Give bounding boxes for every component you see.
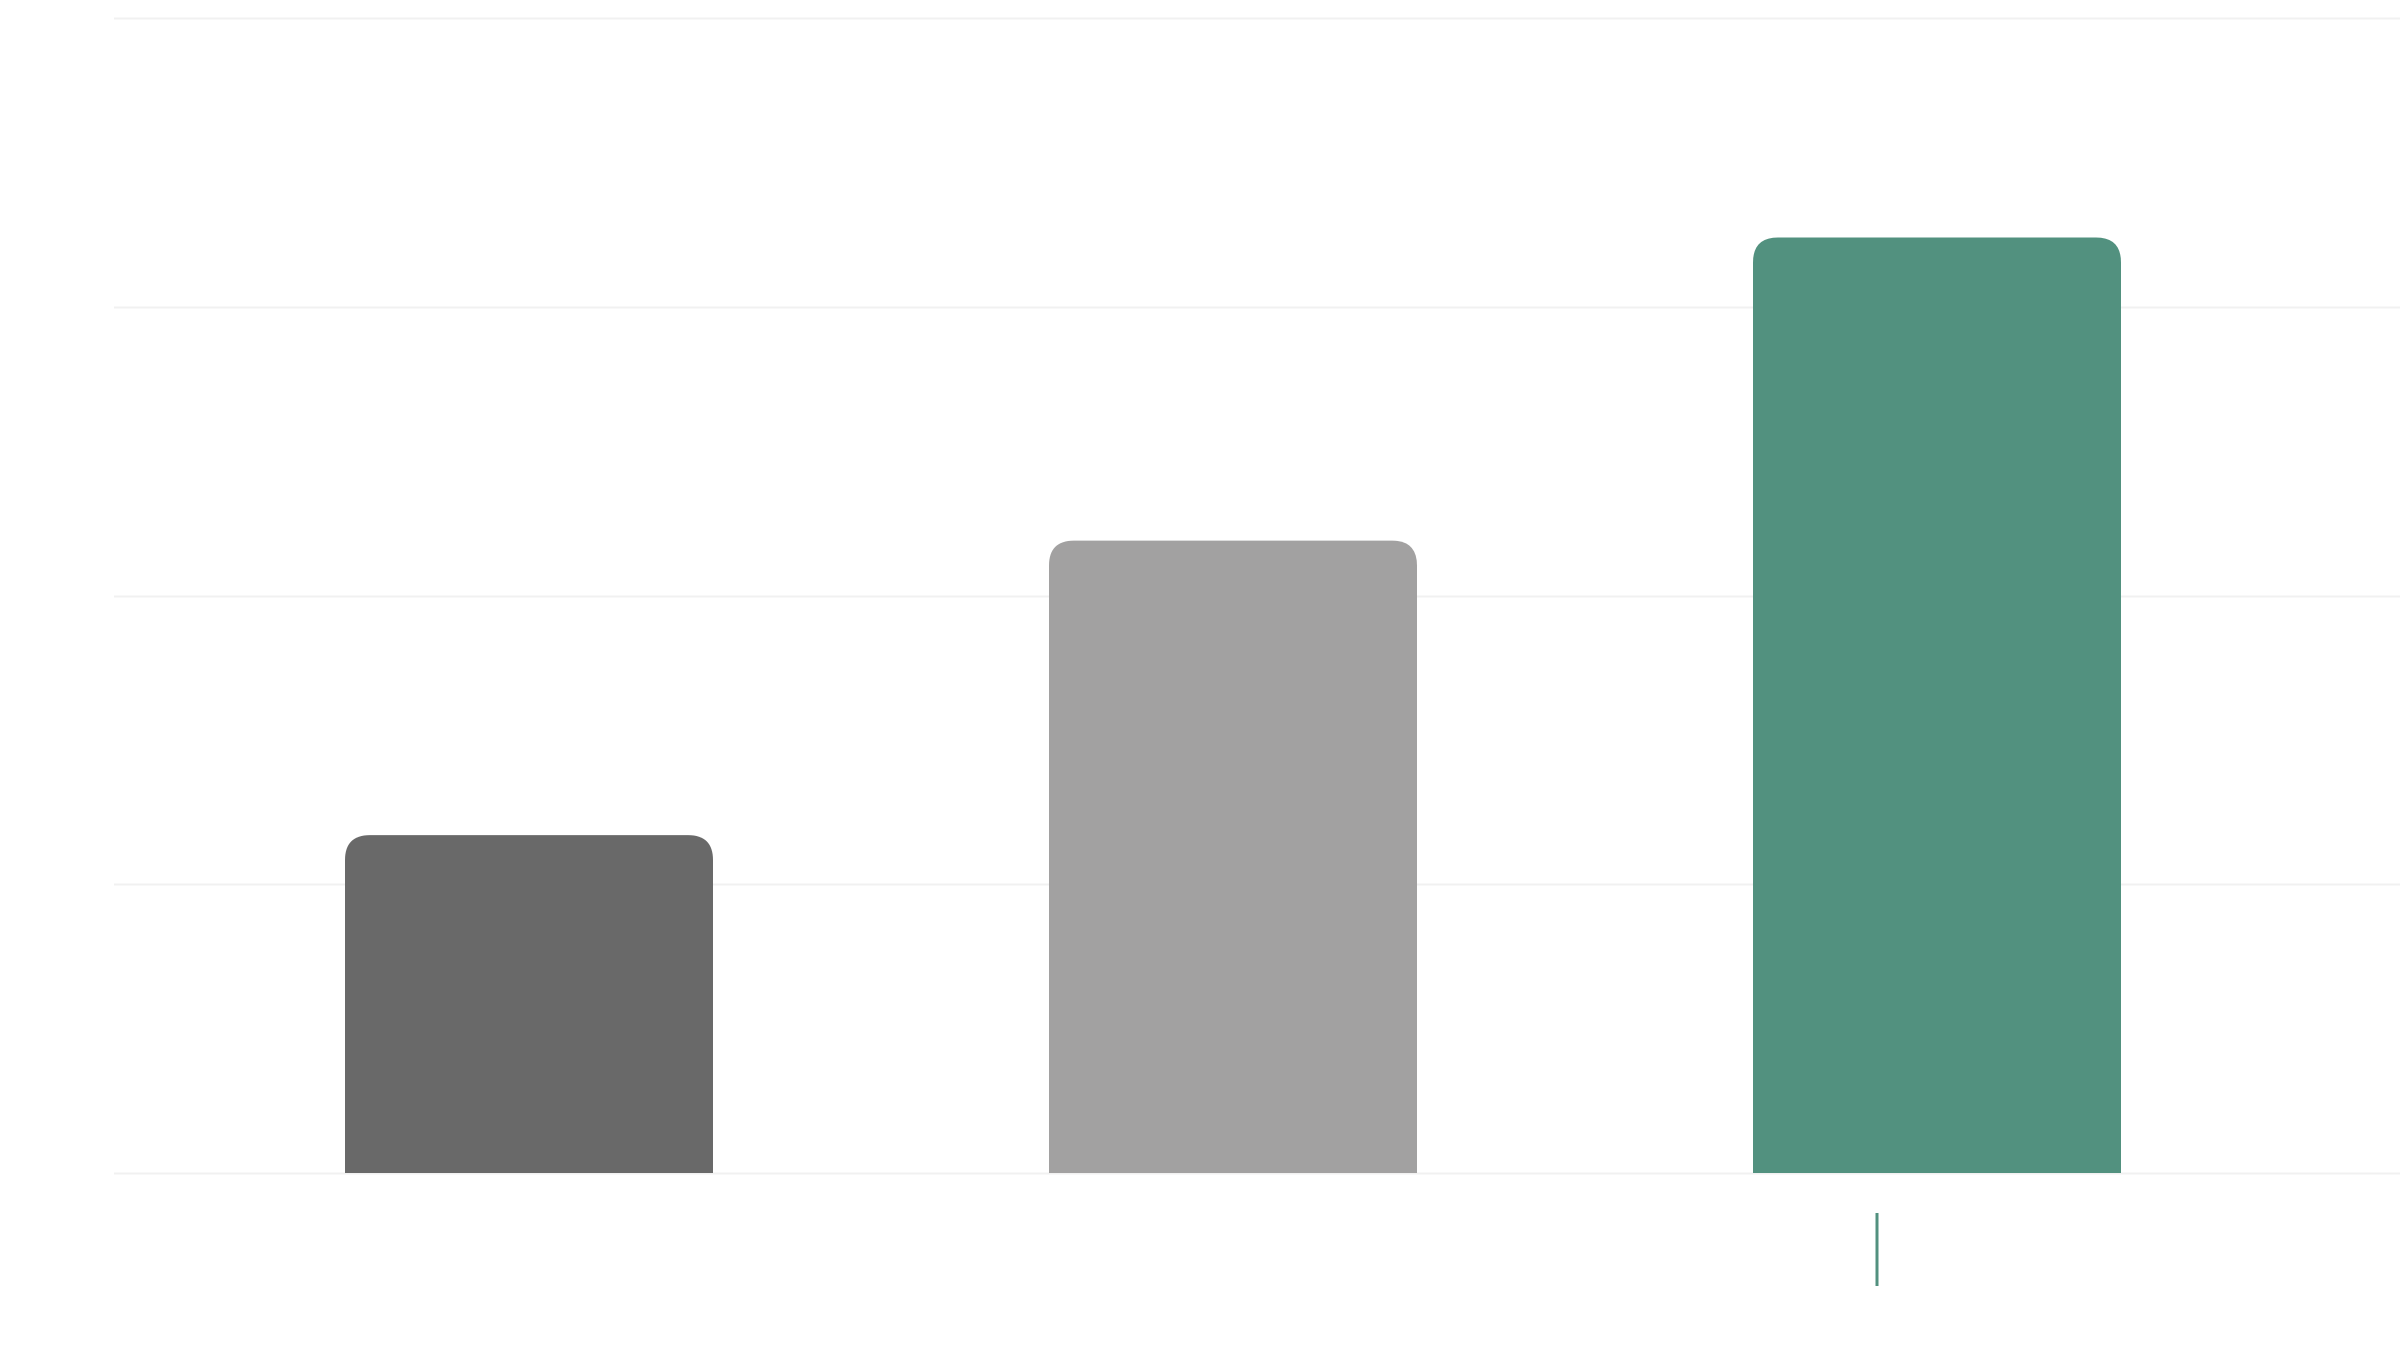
bar-2 bbox=[1049, 540, 1417, 1173]
bars bbox=[345, 237, 2121, 1173]
bar-1 bbox=[345, 835, 713, 1173]
bar-3 bbox=[1753, 237, 2121, 1173]
